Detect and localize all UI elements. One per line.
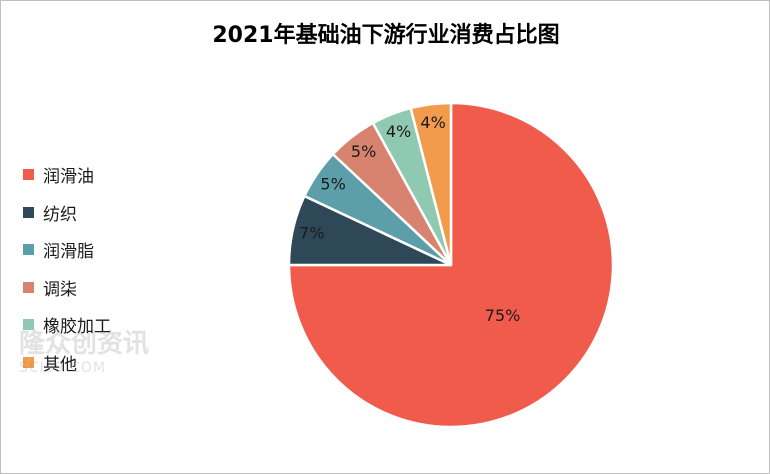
legend-swatch-4 bbox=[23, 319, 34, 331]
legend-label-0: 润滑油 bbox=[43, 167, 94, 188]
pie-label-1: 7% bbox=[299, 223, 324, 242]
pie-slices bbox=[287, 101, 615, 429]
legend-item-0: 润滑油 bbox=[23, 156, 111, 194]
pie-labels: 75% 7% 5% 5% 4% 4% bbox=[299, 113, 520, 325]
legend-label-2: 润滑脂 bbox=[43, 242, 94, 263]
legend-item-1: 纺织 bbox=[23, 194, 111, 232]
pie-label-4: 4% bbox=[386, 122, 411, 141]
pie-label-0: 75% bbox=[485, 306, 521, 325]
legend-item-4: 橡胶加工 bbox=[23, 306, 111, 344]
chart-title: 2021年基础油下游行业消费占比图 bbox=[212, 23, 560, 48]
pie-slice-5 bbox=[409, 101, 453, 266]
pie-label-5: 4% bbox=[420, 113, 445, 132]
pie-label-2: 5% bbox=[320, 174, 345, 193]
legend-swatch-2 bbox=[23, 244, 34, 256]
legend-item-2: 润滑脂 bbox=[23, 231, 111, 269]
legend-swatch-0 bbox=[23, 169, 34, 181]
watermark: 隆众创资讯 SCI99.COM bbox=[19, 323, 149, 376]
legend-label-3: 调柒 bbox=[43, 279, 77, 300]
legend-item-5: 其他 bbox=[23, 344, 111, 382]
legend-swatch-1 bbox=[23, 206, 34, 218]
watermark-site: SCI99.COM bbox=[19, 360, 106, 376]
pie-label-3: 5% bbox=[351, 142, 376, 161]
legend-label-1: 纺织 bbox=[43, 204, 77, 225]
legend-label-4: 橡胶加工 bbox=[43, 317, 111, 338]
legend-swatch-3 bbox=[23, 281, 34, 293]
legend-swatch-5 bbox=[23, 356, 34, 368]
chart-legend: 润滑油纺织润滑脂调柒橡胶加工其他 bbox=[23, 156, 111, 381]
legend-label-5: 其他 bbox=[43, 354, 77, 375]
legend-item-3: 调柒 bbox=[23, 269, 111, 307]
watermark-brand: 隆众创资讯 bbox=[19, 329, 150, 359]
